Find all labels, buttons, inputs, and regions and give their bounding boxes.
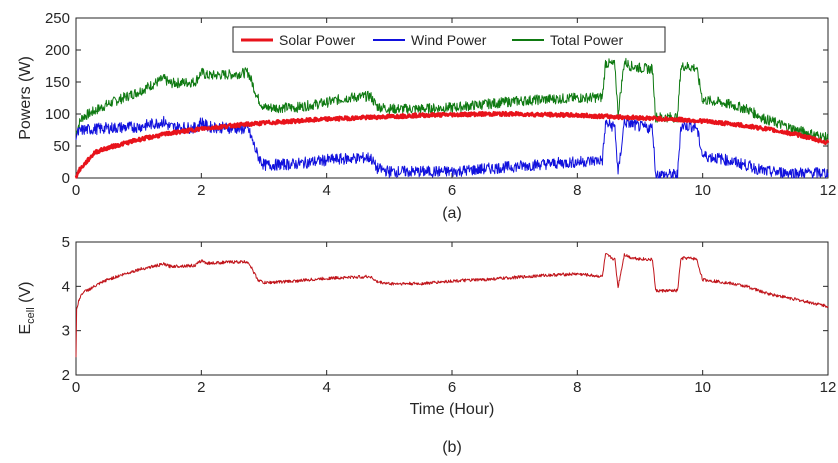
x-tick-label: 12 bbox=[820, 379, 837, 396]
legend-label-solar: Solar Power bbox=[279, 32, 356, 48]
series-line-total-power bbox=[75, 57, 829, 143]
ylabel-unit: (V) bbox=[17, 282, 34, 308]
y-tick-label: 250 bbox=[45, 10, 70, 27]
legend-label-wind: Wind Power bbox=[411, 32, 487, 48]
x-tick-label: 2 bbox=[197, 379, 205, 396]
panel-b-xlabel: Time (Hour) bbox=[410, 401, 495, 418]
x-tick-label: 10 bbox=[694, 182, 711, 199]
panel-b-series bbox=[75, 253, 829, 358]
y-tick-label: 0 bbox=[62, 170, 70, 187]
x-tick-label: 8 bbox=[573, 379, 581, 396]
series-line-wind-power bbox=[75, 115, 829, 179]
x-tick-label: 4 bbox=[322, 379, 330, 396]
y-tick-label: 50 bbox=[53, 138, 70, 155]
x-tick-label: 10 bbox=[694, 379, 711, 396]
y-tick-label: 150 bbox=[45, 74, 70, 91]
series-line-solar-power bbox=[74, 110, 830, 179]
ylabel-sub: cell bbox=[25, 307, 37, 324]
panel-b-ylabel: Ecell (V) bbox=[17, 282, 37, 335]
panel-a-ticks: 0 2 4 6 8 10 12 0 50 100 150 200 250 bbox=[45, 10, 836, 199]
x-tick-label: 0 bbox=[72, 182, 80, 199]
y-tick-label: 4 bbox=[62, 278, 70, 295]
y-tick-label: 5 bbox=[62, 234, 70, 251]
panel-b-caption: (b) bbox=[442, 439, 462, 456]
x-tick-label: 2 bbox=[197, 182, 205, 199]
panel-a-caption: (a) bbox=[442, 205, 462, 222]
legend-box bbox=[232, 26, 666, 53]
panel-a-series bbox=[74, 57, 830, 179]
x-tick-label: 6 bbox=[448, 182, 456, 199]
x-tick-label: 0 bbox=[72, 379, 80, 396]
y-tick-label: 200 bbox=[45, 42, 70, 59]
y-tick-label: 100 bbox=[45, 106, 70, 123]
x-tick-label: 6 bbox=[448, 379, 456, 396]
series-line-ecell bbox=[75, 253, 829, 358]
ylabel-main: E bbox=[17, 324, 34, 335]
x-tick-label: 12 bbox=[820, 182, 837, 199]
y-tick-label: 2 bbox=[62, 367, 70, 384]
legend-label-total: Total Power bbox=[550, 32, 623, 48]
legend: Solar Power Wind Power Total Power bbox=[232, 26, 666, 53]
plot-b-frame bbox=[75, 241, 829, 376]
x-tick-label: 8 bbox=[573, 182, 581, 199]
y-tick-label: 3 bbox=[62, 323, 70, 340]
x-tick-label: 4 bbox=[322, 182, 330, 199]
panel-a-ylabel: Powers (W) bbox=[17, 56, 34, 140]
